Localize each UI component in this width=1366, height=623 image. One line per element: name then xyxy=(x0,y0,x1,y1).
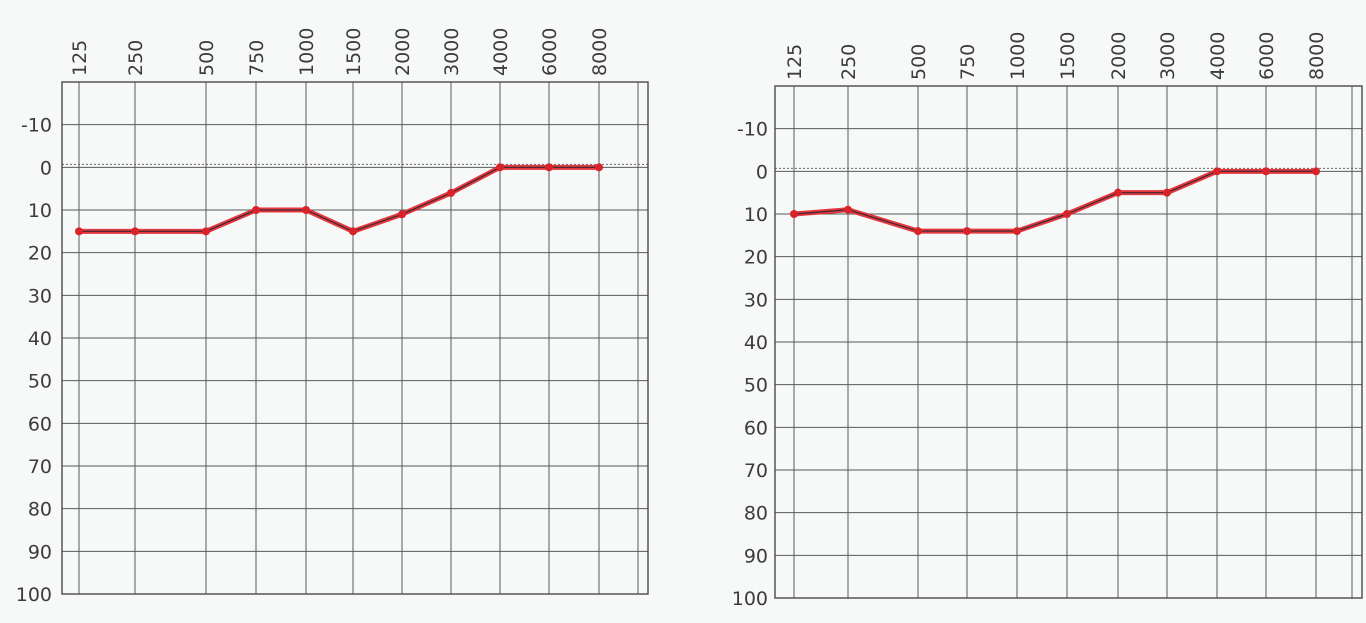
y-tick-label: 50 xyxy=(28,371,52,393)
threshold-point xyxy=(496,163,504,172)
threshold-point xyxy=(252,206,260,214)
x-tick-label: 6000 xyxy=(1256,32,1278,80)
threshold-point xyxy=(75,227,83,236)
threshold-point xyxy=(349,227,357,236)
threshold-point xyxy=(1213,167,1221,176)
y-tick-label: 0 xyxy=(756,161,768,183)
threshold-point xyxy=(302,206,310,214)
x-tick-label: 3000 xyxy=(1157,32,1179,80)
x-tick-label: 8000 xyxy=(589,28,611,76)
x-tick-label: 6000 xyxy=(539,28,561,76)
x-tick-label: 250 xyxy=(125,40,147,76)
y-tick-label: 70 xyxy=(744,460,768,482)
threshold-point xyxy=(447,188,455,197)
y-tick-label: 100 xyxy=(732,588,768,610)
y-tick-label: 60 xyxy=(744,417,768,439)
threshold-point xyxy=(1013,227,1021,236)
x-tick-label: 4000 xyxy=(490,28,512,76)
y-tick-label: 40 xyxy=(28,328,52,350)
y-tick-label: 50 xyxy=(744,375,768,397)
threshold-point xyxy=(1312,167,1320,176)
y-tick-label: 60 xyxy=(28,413,52,435)
x-tick-label: 2000 xyxy=(392,28,414,76)
y-tick-label: 80 xyxy=(744,503,768,525)
threshold-point xyxy=(595,163,603,172)
y-tick-label: 90 xyxy=(28,541,52,563)
threshold-point xyxy=(545,163,553,172)
y-tick-label: 30 xyxy=(744,289,768,311)
y-tick-label: 70 xyxy=(28,456,52,478)
threshold-point xyxy=(202,227,210,236)
y-tick-label: 20 xyxy=(28,243,52,265)
x-tick-label: 750 xyxy=(246,40,268,76)
y-tick-label: 100 xyxy=(16,584,52,606)
x-tick-label: 1500 xyxy=(343,28,365,76)
threshold-point xyxy=(1114,188,1122,197)
threshold-point xyxy=(844,205,852,214)
y-tick-label: -10 xyxy=(21,115,52,137)
y-tick-label: 10 xyxy=(28,200,52,222)
x-tick-label: 1000 xyxy=(1007,32,1029,80)
audiogram-left: 125 250 500 750 1000 1500 2000 3000 4000 6000 8000… xyxy=(16,28,649,606)
x-tick-label: 125 xyxy=(69,40,91,76)
x-tick-label: 500 xyxy=(196,40,218,76)
threshold-point xyxy=(790,210,798,218)
x-tick-label: 500 xyxy=(908,44,930,80)
x-tick-label: 750 xyxy=(957,44,979,80)
audiogram-right: 125 250 500 750 1000 1500 2000 3000 4000 6000 8000… xyxy=(732,32,1363,610)
x-tick-label: 125 xyxy=(784,44,806,80)
x-tick-label: 2000 xyxy=(1108,32,1130,80)
plot-frame xyxy=(61,81,649,595)
plot-frame xyxy=(774,85,1363,599)
threshold-point xyxy=(914,227,922,236)
threshold-point xyxy=(131,227,139,236)
threshold-point xyxy=(963,227,971,236)
threshold-point xyxy=(1063,210,1071,218)
y-tick-label: 40 xyxy=(744,332,768,354)
x-tick-label: 250 xyxy=(838,44,860,80)
y-tick-label: 20 xyxy=(744,247,768,269)
y-tick-label: -10 xyxy=(737,119,768,141)
y-tick-label: 30 xyxy=(28,285,52,307)
y-tick-label: 0 xyxy=(40,157,52,179)
threshold-point xyxy=(1163,188,1171,197)
y-tick-label: 90 xyxy=(744,545,768,567)
y-tick-label: 80 xyxy=(28,499,52,521)
threshold-point xyxy=(398,210,406,219)
x-tick-label: 8000 xyxy=(1306,32,1328,80)
threshold-point xyxy=(1262,167,1270,176)
x-tick-label: 3000 xyxy=(441,28,463,76)
y-tick-label: 10 xyxy=(744,204,768,226)
x-tick-label: 4000 xyxy=(1207,32,1229,80)
x-tick-label: 1500 xyxy=(1057,32,1079,80)
x-tick-label: 1000 xyxy=(296,28,318,76)
